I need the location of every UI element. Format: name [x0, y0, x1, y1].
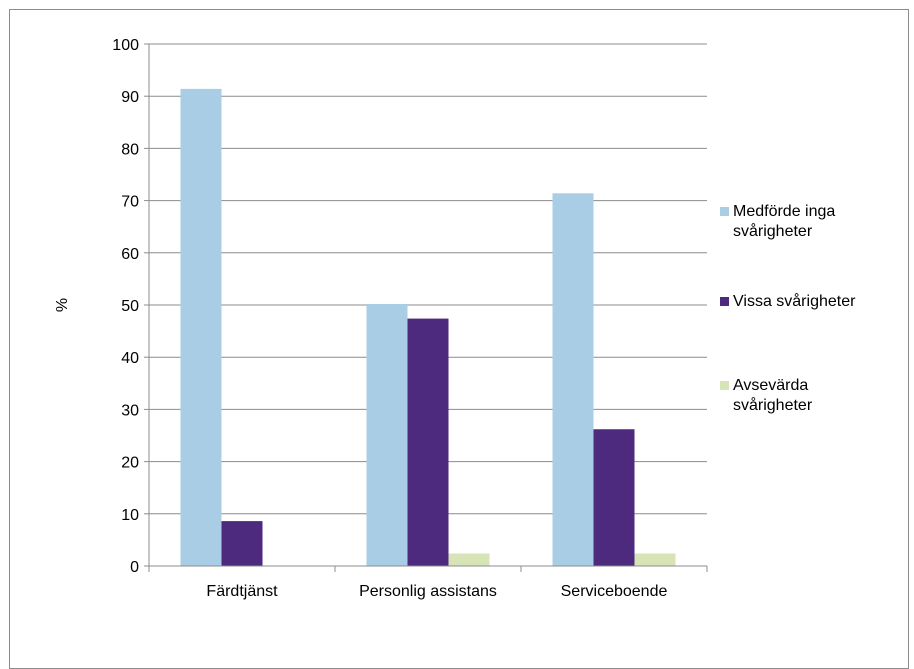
y-tick-label: 100 — [112, 37, 139, 54]
y-tick-label: 20 — [121, 455, 139, 472]
bar — [448, 553, 490, 566]
x-tick-label: Färdtjänst — [206, 583, 278, 600]
bar — [407, 318, 449, 566]
x-tick-label: Serviceboende — [561, 583, 668, 600]
y-tick-label: 70 — [121, 194, 139, 211]
y-tick-label: 0 — [130, 559, 139, 576]
bars — [180, 88, 676, 567]
legend-item: Medförde inga svårigheter — [720, 203, 835, 240]
legend: Medförde inga svårigheter Vissa svårighete… — [720, 203, 856, 414]
axis-labels: 0 10 20 30 40 50 60 70 80 90 100 Färdtjänst Personli… — [54, 37, 667, 600]
bar — [366, 303, 408, 566]
legend-item: Vissa svårigheter — [720, 292, 856, 310]
legend-label: Avsevärda svårigheter — [733, 377, 813, 414]
axes — [144, 43, 708, 572]
legend-swatch — [720, 297, 729, 306]
y-tick-label: 50 — [121, 298, 139, 315]
legend-label: Vissa svårigheter — [733, 292, 856, 310]
bar — [221, 521, 263, 566]
bar — [552, 193, 594, 567]
legend-label: Medförde inga svårigheter — [733, 203, 835, 240]
legend-swatch — [720, 381, 729, 390]
legend-swatch — [720, 207, 729, 216]
x-tick-label: Personlig assistans — [359, 583, 497, 600]
y-tick-label: 90 — [121, 89, 139, 106]
bar — [634, 553, 676, 566]
y-tick-label: 40 — [121, 350, 139, 367]
y-tick-label: 30 — [121, 402, 139, 419]
y-tick-label: 80 — [121, 141, 139, 158]
legend-item: Avsevärda svårigheter — [720, 377, 813, 414]
y-tick-label: 10 — [121, 507, 139, 524]
bar — [593, 429, 635, 566]
y-tick-label: 60 — [121, 246, 139, 263]
y-axis-label: % — [54, 298, 71, 312]
bar — [180, 88, 222, 566]
